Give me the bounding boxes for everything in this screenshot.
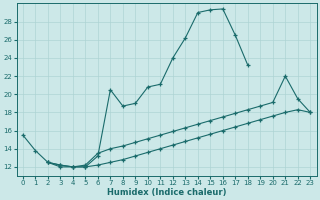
X-axis label: Humidex (Indice chaleur): Humidex (Indice chaleur) bbox=[107, 188, 226, 197]
